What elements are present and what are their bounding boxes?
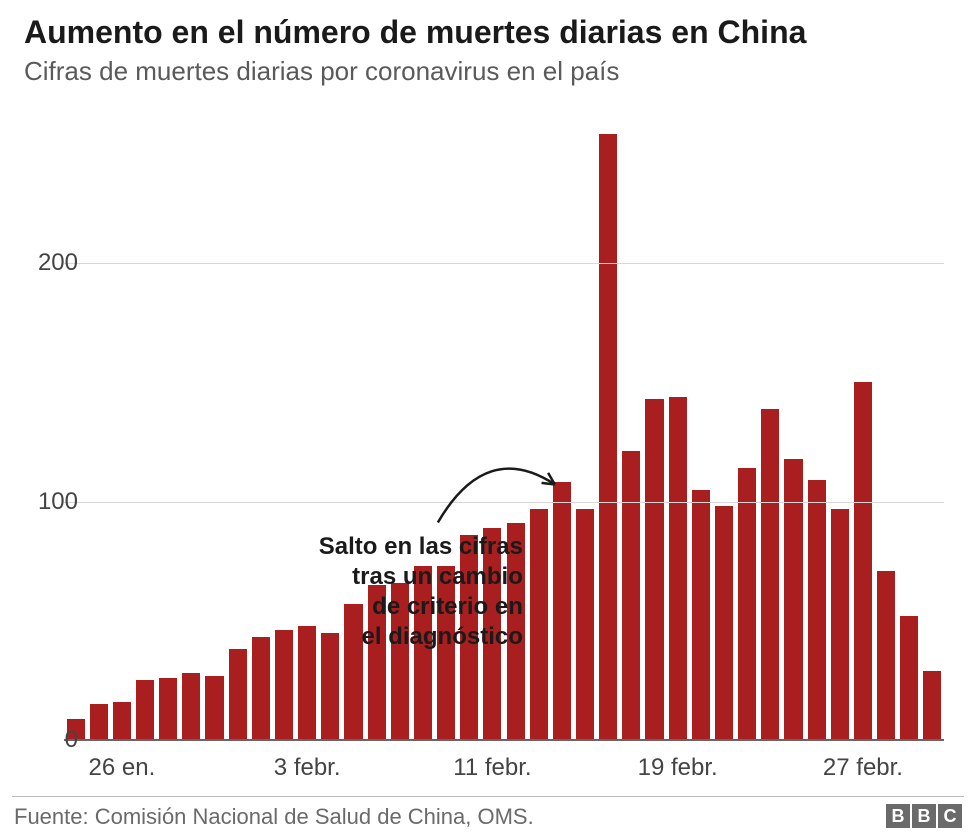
bar bbox=[229, 649, 247, 740]
chart-container: Aumento en el número de muertes diarias … bbox=[0, 0, 976, 838]
bar bbox=[576, 509, 594, 740]
bar bbox=[831, 509, 849, 740]
bar bbox=[275, 630, 293, 740]
x-axis-label: 11 febr. bbox=[453, 754, 531, 782]
bar bbox=[182, 673, 200, 740]
bar bbox=[622, 451, 640, 740]
bar bbox=[923, 671, 941, 740]
x-axis-label: 26 en. bbox=[89, 754, 156, 782]
bar bbox=[252, 637, 270, 740]
bar bbox=[692, 490, 710, 740]
bar bbox=[90, 704, 108, 740]
y-axis-label: 0 bbox=[18, 726, 78, 754]
bar bbox=[715, 506, 733, 740]
bar bbox=[669, 397, 687, 740]
x-axis-label: 3 febr. bbox=[274, 754, 341, 782]
footer-divider bbox=[12, 796, 964, 797]
bar bbox=[136, 680, 154, 740]
x-axis-label: 27 febr. bbox=[823, 754, 903, 782]
bar bbox=[159, 678, 177, 740]
logo-letter: B bbox=[912, 804, 936, 828]
bar bbox=[808, 480, 826, 740]
chart-title: Aumento en el número de muertes diarias … bbox=[24, 14, 806, 51]
x-axis-baseline bbox=[64, 739, 944, 741]
bar bbox=[298, 626, 316, 740]
bar bbox=[553, 482, 571, 740]
annotation-text: Salto en las cifras tras un cambio de cr… bbox=[319, 532, 523, 652]
logo-letter: B bbox=[886, 804, 910, 828]
y-axis-label: 200 bbox=[18, 249, 78, 277]
y-axis-label: 100 bbox=[18, 488, 78, 516]
bar bbox=[599, 134, 617, 740]
bar bbox=[645, 399, 663, 740]
bar bbox=[761, 409, 779, 740]
bar bbox=[113, 702, 131, 740]
x-axis-label: 19 febr. bbox=[638, 754, 718, 782]
bar bbox=[205, 676, 223, 740]
bar bbox=[854, 382, 872, 740]
bbc-logo: B B C bbox=[886, 804, 962, 828]
gridline bbox=[64, 263, 944, 264]
chart-subtitle: Cifras de muertes diarias por coronaviru… bbox=[24, 56, 619, 87]
bar bbox=[900, 616, 918, 740]
gridline bbox=[64, 502, 944, 503]
bar bbox=[530, 509, 548, 740]
bar bbox=[877, 571, 895, 740]
bar bbox=[738, 468, 756, 740]
logo-letter: C bbox=[938, 804, 962, 828]
source-text: Fuente: Comisión Nacional de Salud de Ch… bbox=[14, 804, 534, 830]
